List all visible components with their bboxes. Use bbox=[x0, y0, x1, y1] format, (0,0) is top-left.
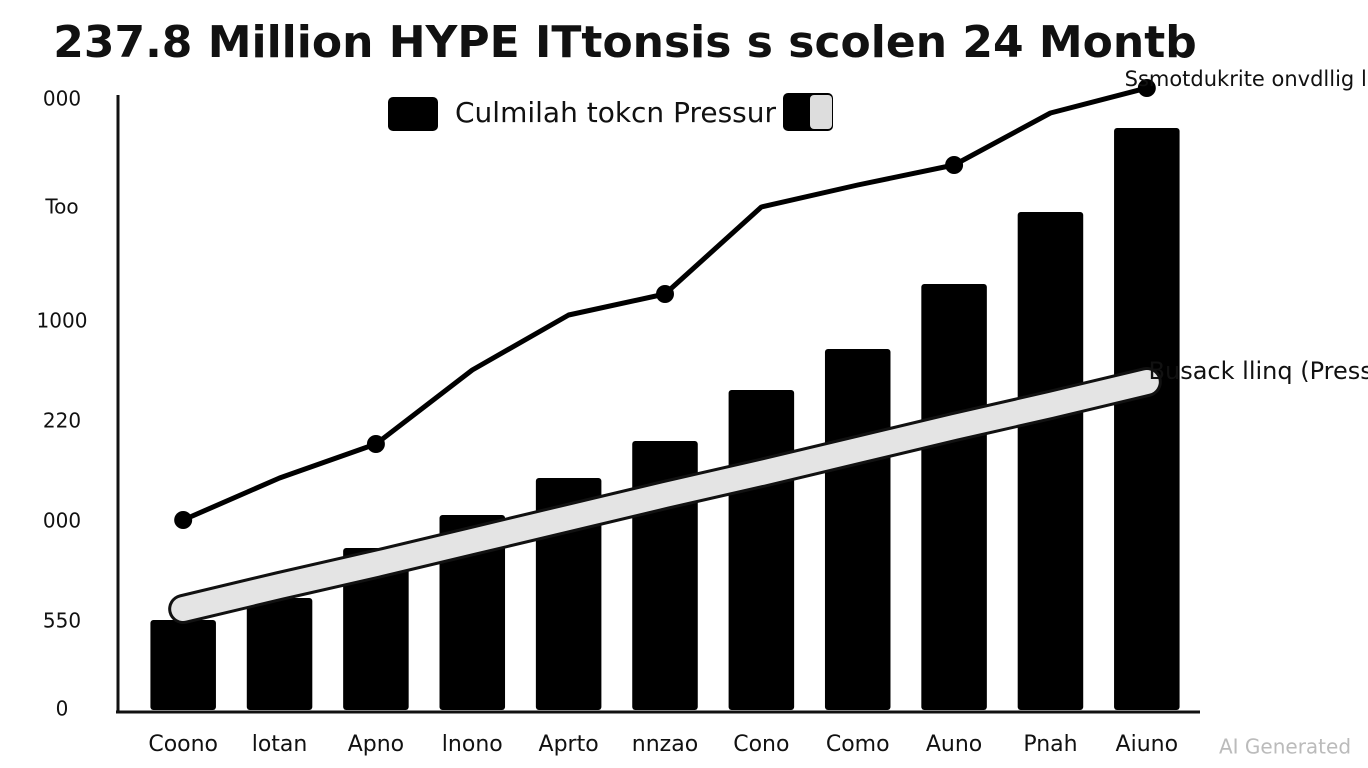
y-tick-label: 550 bbox=[43, 609, 81, 633]
bar bbox=[728, 390, 795, 710]
bar bbox=[343, 548, 409, 710]
legend-label: Culmilah tokcn Pressur bbox=[455, 96, 777, 129]
x-tick-label: Pnah bbox=[1023, 732, 1077, 757]
x-tick-label: lotan bbox=[252, 732, 308, 757]
line-point bbox=[366, 435, 385, 453]
y-tick-label: 000 bbox=[43, 509, 81, 533]
chart-title: 237.8 Million HYPE ITtonsis s scolen 24 … bbox=[53, 17, 1197, 68]
line-point bbox=[945, 156, 964, 174]
y-tick-label: 000 bbox=[43, 87, 81, 111]
x-tick-label: Auno bbox=[926, 732, 982, 757]
watermark: AI Generated bbox=[1219, 735, 1351, 759]
bar bbox=[824, 349, 891, 710]
x-tick-label: nnzao bbox=[632, 732, 698, 757]
legend-swatch bbox=[810, 95, 832, 129]
bar bbox=[1114, 128, 1180, 710]
y-tick-label: 0 bbox=[56, 697, 69, 721]
x-tick-label: Aiuno bbox=[1116, 732, 1179, 757]
x-tick-label: Apno bbox=[348, 732, 404, 757]
bar bbox=[1017, 212, 1084, 710]
band-label: Busack llinq (Pressure) bbox=[1149, 357, 1368, 385]
bar bbox=[921, 284, 987, 710]
x-tick-label: Aprto bbox=[539, 732, 599, 757]
line-point bbox=[174, 511, 193, 529]
bar bbox=[439, 515, 506, 710]
line-label: Ssmotdukrite onvdllig liyallH bbox=[1125, 67, 1368, 91]
bar bbox=[150, 620, 216, 710]
x-tick-label: Como bbox=[826, 732, 890, 757]
y-tick-label: 220 bbox=[43, 409, 81, 433]
band bbox=[171, 370, 1159, 621]
line-point bbox=[656, 285, 674, 303]
y-tick-label: Too bbox=[44, 195, 78, 219]
x-tick-label: lnono bbox=[442, 732, 503, 757]
y-tick-label: 1000 bbox=[37, 309, 88, 333]
legend-swatch bbox=[388, 97, 438, 131]
x-tick-label: Coono bbox=[148, 732, 218, 757]
bar bbox=[246, 598, 313, 710]
x-tick-label: Cono bbox=[733, 732, 789, 757]
line-point bbox=[1137, 79, 1156, 97]
